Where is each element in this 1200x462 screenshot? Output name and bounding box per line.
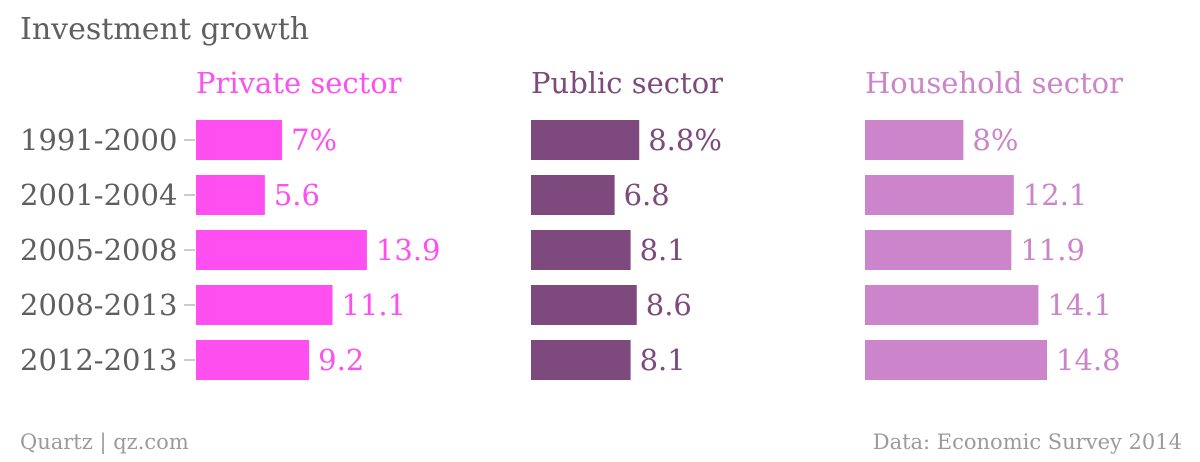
category-label: 2001-2004 — [20, 178, 177, 212]
data-label: 5.6 — [274, 178, 320, 212]
data-label: 11.9 — [1020, 233, 1085, 267]
bar — [531, 340, 631, 380]
bar — [865, 285, 1039, 325]
chart-title: Investment growth — [20, 12, 310, 47]
data-label: 11.1 — [342, 288, 407, 322]
data-label: 13.9 — [376, 233, 441, 267]
bar — [531, 285, 637, 325]
bar — [865, 120, 964, 160]
category-label: 2008-2013 — [20, 288, 177, 322]
bar — [196, 230, 367, 270]
data-label: 8.8% — [648, 123, 722, 157]
category-label: 1991-2000 — [20, 123, 177, 157]
bar — [865, 340, 1047, 380]
bar — [196, 120, 283, 160]
bar — [531, 120, 640, 160]
footer-source: Data: Economic Survey 2014 — [872, 430, 1182, 454]
data-label: 8.6 — [646, 288, 692, 322]
category-label: 2005-2008 — [20, 233, 177, 267]
footer-credit: Quartz | qz.com — [20, 430, 189, 454]
data-label: 9.2 — [318, 343, 364, 377]
data-label: 12.1 — [1023, 178, 1088, 212]
data-label: 8.1 — [640, 343, 686, 377]
data-label: 14.1 — [1047, 288, 1112, 322]
bar — [196, 175, 265, 215]
bar — [531, 230, 631, 270]
series-header: Public sector — [531, 66, 723, 100]
bar — [196, 340, 310, 380]
data-label: 7% — [291, 123, 337, 157]
category-label: 2012-2013 — [20, 343, 177, 377]
bar — [865, 230, 1012, 270]
series-header: Private sector — [196, 66, 402, 100]
bar — [196, 285, 333, 325]
bar — [865, 175, 1014, 215]
bar — [531, 175, 615, 215]
data-label: 14.8 — [1056, 343, 1121, 377]
data-label: 8% — [972, 123, 1018, 157]
data-label: 8.1 — [640, 233, 686, 267]
data-label: 6.8 — [624, 178, 670, 212]
series-header: Household sector — [865, 66, 1123, 100]
